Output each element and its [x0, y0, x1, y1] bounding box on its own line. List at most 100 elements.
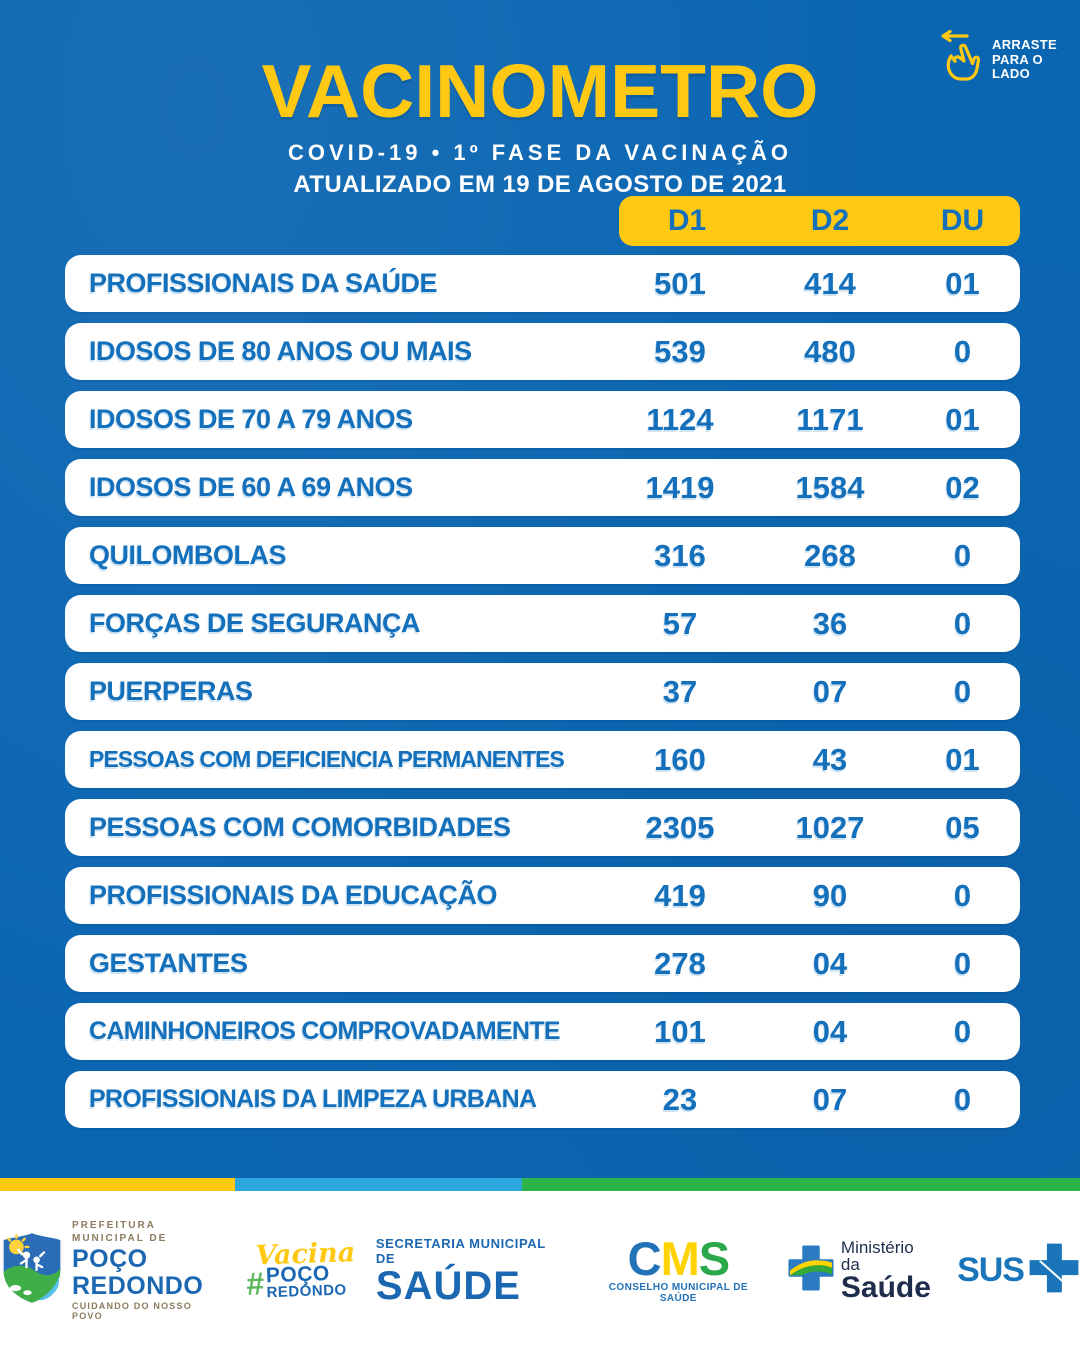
table-row: QUILOMBOLAS 316 268 0	[65, 527, 1020, 584]
table-row: GESTANTES 278 04 0	[65, 935, 1020, 992]
header: VACINOMETRO COVID-19 • 1º FASE DA VACINA…	[0, 0, 1080, 199]
d1-value: 57	[662, 605, 698, 641]
d2-value: 268	[804, 537, 856, 573]
row-label: PROFISSIONAIS DA EDUCAÇÃO	[89, 880, 498, 910]
sus-logo: SUS	[957, 1242, 1080, 1299]
du-value: 0	[953, 333, 972, 369]
table-row: PESSOAS COM DEFICIENCIA PERMANENTES 160 …	[65, 731, 1020, 788]
cms-letters: CMS	[627, 1232, 730, 1286]
row-label: GESTANTES	[89, 948, 248, 978]
table-row: IDOSOS DE 60 A 69 ANOS 1419 1584 02	[65, 459, 1020, 516]
swipe-hint[interactable]: ARRASTE PARA O LADO	[936, 30, 1062, 86]
d1-value: 1124	[646, 401, 714, 437]
table-row: PESSOAS COM COMORBIDADES 2305 1027 05	[65, 799, 1020, 856]
swipe-hand-icon	[936, 30, 986, 86]
cms-caption: CONSELHO MUNICIPAL DE SAÚDE	[608, 1281, 748, 1304]
du-value: 05	[945, 809, 980, 845]
row-label: PUERPERAS	[89, 676, 253, 706]
row-label: IDOSOS DE 70 A 79 ANOS	[89, 404, 413, 434]
d1-value: 101	[654, 1013, 706, 1049]
row-label: IDOSOS DE 80 ANOS OU MAIS	[89, 336, 472, 366]
column-du: DU	[940, 204, 985, 237]
table-row: PROFISSIONAIS DA LIMPEZA URBANA 23 07 0	[65, 1071, 1020, 1128]
table-row: PROFISSIONAIS DA SAÚDE 501 414 01	[65, 255, 1020, 312]
cms-logo: CMS CONSELHO MUNICIPAL DE SAÚDE	[589, 1232, 768, 1304]
column-d2: D2	[810, 204, 850, 237]
prefeitura-logo: PREFEITURA MUNICIPAL DE POÇO REDONDO CUI…	[0, 1220, 226, 1321]
d2-value: 1027	[795, 809, 865, 845]
d2-value: 43	[812, 741, 848, 777]
prefeitura-slogan: CUIDANDO DO NOSSO POVO	[72, 1301, 192, 1321]
du-value: 0	[953, 537, 972, 573]
row-label: PROFISSIONAIS DA LIMPEZA URBANA	[89, 1085, 537, 1113]
ministerio-cross-icon	[788, 1245, 834, 1296]
ministerio-line1: Ministério da	[840, 1237, 914, 1274]
d2-value: 04	[812, 1013, 848, 1049]
du-value: 0	[953, 605, 972, 641]
sus-cross-icon	[1028, 1242, 1080, 1299]
du-value: 0	[953, 877, 972, 913]
d2-value: 04	[812, 945, 848, 981]
du-value: 0	[953, 1013, 972, 1049]
d1-value: 539	[654, 333, 706, 369]
d1-value: 419	[654, 877, 706, 913]
d1-value: 501	[654, 265, 706, 301]
row-label: CAMINHONEIROS COMPROVADAMENTE	[89, 1017, 561, 1045]
d1-value: 1419	[645, 469, 715, 505]
d2-value: 36	[812, 605, 848, 641]
page-subtitle: COVID-19 • 1º FASE DA VACINAÇÃO	[287, 140, 792, 165]
du-value: 0	[953, 1081, 972, 1117]
ministerio-saude-logo: Ministério da Saúde	[788, 1239, 937, 1303]
column-header-bar: D1 D2 DU	[619, 196, 1020, 246]
table-row: PUERPERAS 37 07 0	[65, 663, 1020, 720]
d2-value: 07	[812, 1081, 848, 1117]
prefeitura-line2: MUNICIPAL DE	[72, 1232, 168, 1244]
table-row: PROFISSIONAIS DA EDUCAÇÃO 419 90 0	[65, 867, 1020, 924]
du-value: 0	[953, 945, 972, 981]
row-label: QUILOMBOLAS	[89, 540, 287, 570]
d1-value: 37	[662, 673, 698, 709]
d2-value: 480	[804, 333, 856, 369]
secretaria-saude-logo: SECRETARIA MUNICIPAL DE SAÚDE	[376, 1236, 569, 1306]
page-title: VACINOMETRO	[261, 49, 819, 133]
stripe-green	[522, 1178, 1080, 1191]
secretaria-line1: SECRETARIA MUNICIPAL DE	[375, 1235, 546, 1266]
row-label: PESSOAS COM DEFICIENCIA PERMANENTES	[89, 746, 565, 772]
prefeitura-name2: REDONDO	[72, 1271, 204, 1300]
table-row: FORÇAS DE SEGURANÇA 57 36 0	[65, 595, 1020, 652]
row-label: PESSOAS COM COMORBIDADES	[89, 812, 511, 842]
updated-date: ATUALIZADO EM 19 DE AGOSTO DE 2021	[293, 171, 787, 198]
d1-value: 2305	[645, 809, 715, 845]
d1-value: 278	[654, 945, 706, 981]
secretaria-line2: SAÚDE	[375, 1263, 521, 1308]
du-value: 02	[945, 469, 980, 505]
row-label: IDOSOS DE 60 A 69 ANOS	[89, 472, 413, 502]
footer-stripe	[0, 1178, 1080, 1191]
hashtag-icon: #	[245, 1264, 265, 1302]
du-value: 0	[953, 673, 972, 709]
table-row: IDOSOS DE 70 A 79 ANOS 1124 1171 01	[65, 391, 1020, 448]
row-label: PROFISSIONAIS DA SAÚDE	[89, 268, 438, 298]
d2-value: 414	[804, 265, 856, 301]
swipe-hint-label: ARRASTE PARA O LADO	[992, 37, 1057, 82]
column-d1: D1	[667, 204, 707, 237]
prefeitura-line1: PREFEITURA	[72, 1220, 156, 1231]
prefeitura-shield-icon	[0, 1231, 64, 1310]
du-value: 01	[945, 741, 980, 777]
prefeitura-name1: POÇO	[72, 1245, 148, 1273]
du-value: 01	[945, 401, 980, 437]
d1-value: 23	[662, 1081, 698, 1117]
d2-value: 1584	[795, 469, 865, 505]
vacina-name2: REDONDO	[266, 1281, 348, 1302]
table-row: CAMINHONEIROS COMPROVADAMENTE 101 04 0	[65, 1003, 1020, 1060]
stripe-blue	[235, 1178, 522, 1191]
vaccination-table: D1 D2 DU PROFISSIONAIS DA SAÚDE 501 414 …	[65, 196, 1020, 1128]
ministerio-line2: Saúde	[840, 1270, 931, 1304]
d1-value: 160	[654, 741, 706, 777]
table-row: IDOSOS DE 80 ANOS OU MAIS 539 480 0	[65, 323, 1020, 380]
d2-value: 1171	[796, 401, 864, 437]
d2-value: 90	[812, 877, 848, 913]
row-label: FORÇAS DE SEGURANÇA	[89, 608, 421, 638]
du-value: 01	[945, 265, 980, 301]
